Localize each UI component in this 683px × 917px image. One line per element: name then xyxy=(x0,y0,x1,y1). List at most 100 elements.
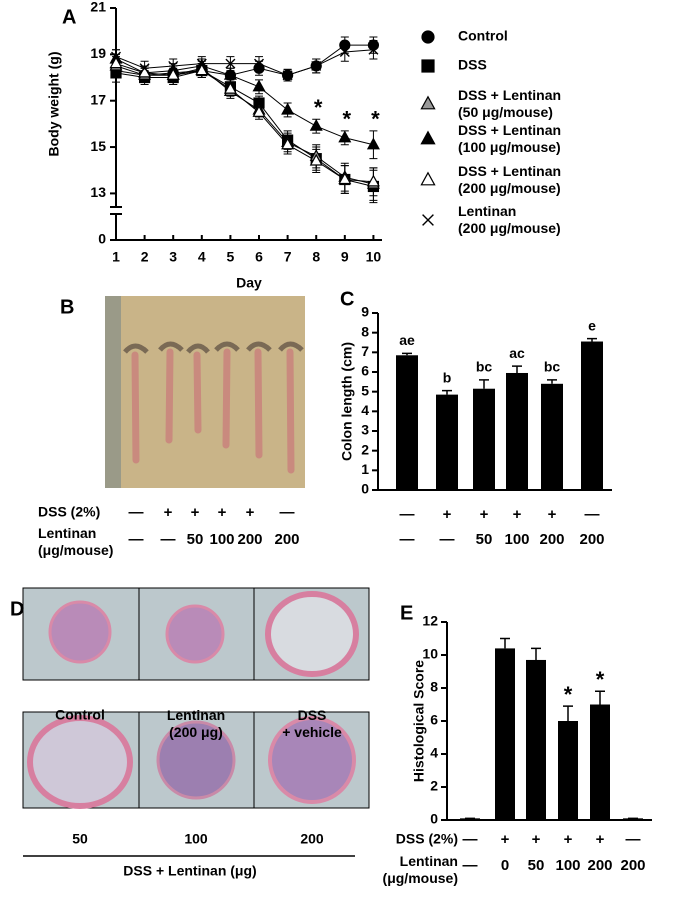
marker xyxy=(309,118,323,131)
marker xyxy=(366,174,380,187)
series-line xyxy=(115,44,374,76)
marker xyxy=(338,130,352,143)
group-label: bc xyxy=(476,359,493,375)
legend-marker xyxy=(422,214,434,226)
row-label: DSS (2%) xyxy=(396,831,458,847)
y-tick-label: 1 xyxy=(361,461,369,477)
legend-marker xyxy=(421,59,435,73)
row-sign: + xyxy=(501,831,510,848)
significance: * xyxy=(564,682,573,707)
group-label: ae xyxy=(399,332,415,348)
row-label: Lentinan (μg/mouse) xyxy=(38,525,113,558)
bar xyxy=(460,818,480,820)
row-sign: 50 xyxy=(187,531,204,548)
marker xyxy=(168,60,179,71)
row-sign: — xyxy=(585,506,600,523)
bar xyxy=(590,704,610,820)
row-sign: + xyxy=(532,831,541,848)
panel-label: A xyxy=(62,6,76,28)
marker xyxy=(111,51,121,62)
bar xyxy=(526,659,546,820)
y-tick-label: 2 xyxy=(361,441,369,457)
y-tick-label: 8 xyxy=(361,323,369,339)
y-tick-label: 2 xyxy=(430,778,438,794)
x-tick-label: 2 xyxy=(141,249,149,265)
row-sign: 200 xyxy=(274,531,299,548)
image-caption: DSS + vehicle xyxy=(282,707,342,740)
row-sign: 50 xyxy=(528,857,545,874)
row-sign: 200 xyxy=(237,531,262,548)
marker xyxy=(309,153,323,166)
series-line xyxy=(115,49,374,76)
row-sign: 0 xyxy=(501,857,509,874)
y-tick-label: 21 xyxy=(90,0,106,15)
row-sign: — xyxy=(440,531,455,548)
series-line xyxy=(115,65,374,185)
marker xyxy=(281,102,295,115)
marker xyxy=(253,62,265,74)
marker xyxy=(311,60,322,71)
row-sign: + xyxy=(191,504,200,521)
y-tick-label: 12 xyxy=(422,613,438,629)
marker xyxy=(368,44,379,55)
image-caption: Lentinan (200 μg) xyxy=(167,707,225,740)
row-sign: — xyxy=(463,857,478,874)
marker xyxy=(254,58,265,69)
image-caption: 100 xyxy=(184,831,208,847)
legend-label: DSS + Lentinan (100 μg/mouse) xyxy=(458,122,561,155)
legend-label: DSS + Lentinan (200 μg/mouse) xyxy=(458,163,561,196)
y-tick-label: 4 xyxy=(361,402,369,418)
marker xyxy=(166,67,180,80)
image-caption: Control xyxy=(55,707,105,723)
marker xyxy=(281,137,295,150)
x-tick-label: 3 xyxy=(169,249,177,265)
error-bar xyxy=(442,389,452,395)
error-bar xyxy=(479,379,489,389)
image-caption: 50 xyxy=(72,831,88,847)
bar xyxy=(541,383,563,490)
row-sign: 100 xyxy=(209,531,234,548)
row-sign: 200 xyxy=(579,531,604,548)
marker xyxy=(109,56,123,69)
legend-label: DSS + Lentinan (50 μg/mouse) xyxy=(458,87,561,120)
legend-marker xyxy=(420,171,436,186)
series-line xyxy=(115,63,374,183)
axis-break xyxy=(110,206,122,215)
row-sign: + xyxy=(246,504,255,521)
row-label: Lentinan (μg/mouse) xyxy=(383,853,458,886)
error-bar xyxy=(595,690,605,705)
y-tick-label: 10 xyxy=(422,646,438,662)
x-tick-label: 7 xyxy=(284,249,292,265)
error-bar xyxy=(563,705,573,721)
error-bar xyxy=(402,352,412,356)
x-tick-label: 10 xyxy=(366,249,382,265)
y-tick-label: 19 xyxy=(90,45,106,61)
x-tick-label: 9 xyxy=(341,249,349,265)
marker xyxy=(339,39,351,51)
row-sign: + xyxy=(513,506,522,523)
y-tick-label: 0 xyxy=(361,481,369,497)
row-sign: + xyxy=(480,506,489,523)
legend-marker xyxy=(420,95,436,110)
bar xyxy=(396,355,418,490)
marker xyxy=(282,70,293,81)
legend-label: DSS xyxy=(458,57,487,73)
row-sign: 50 xyxy=(476,531,493,548)
bar xyxy=(581,341,603,490)
group-caption: DSS + Lentinan (μg) xyxy=(123,863,256,879)
bar xyxy=(623,818,643,820)
row-label: DSS (2%) xyxy=(38,504,100,520)
y-tick-label: 9 xyxy=(361,304,369,320)
marker xyxy=(196,58,207,69)
row-sign: 100 xyxy=(504,531,529,548)
row-sign: + xyxy=(218,504,227,521)
annotation: * xyxy=(314,95,323,120)
group-label: e xyxy=(588,317,596,333)
marker xyxy=(252,105,266,117)
x-axis-title: Day xyxy=(236,275,262,291)
error-bar xyxy=(587,337,597,342)
marker xyxy=(139,63,150,74)
legend-label: Control xyxy=(458,28,508,44)
significance: * xyxy=(596,667,605,692)
y-tick-label: 17 xyxy=(90,91,106,107)
